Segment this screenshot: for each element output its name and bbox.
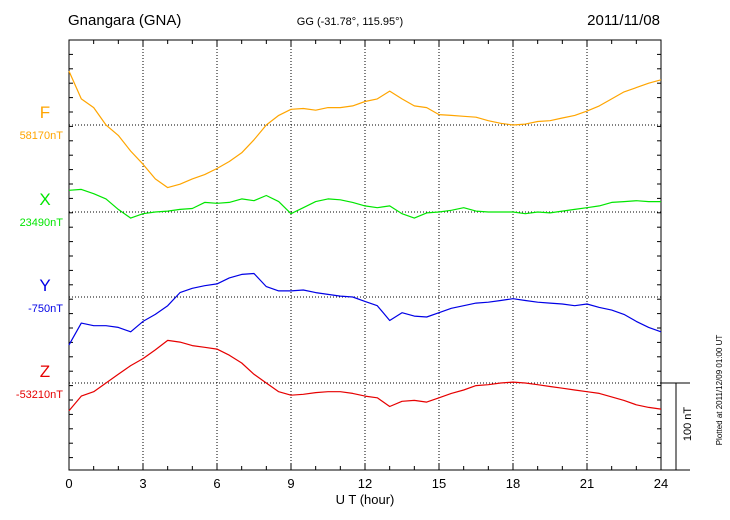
series-line-y <box>68 272 662 346</box>
series-name-z: Z <box>40 362 50 381</box>
plotted-timestamp: Plotted at 2011/12/09 01:00 UT <box>715 335 724 446</box>
series-lines <box>68 70 662 412</box>
station-title: Gnangara (GNA) <box>68 12 181 29</box>
x-tick-label: 21 <box>580 476 594 491</box>
x-tick-label: 9 <box>287 476 294 491</box>
plot-grid <box>69 40 661 470</box>
x-tick-label: 24 <box>654 476 668 491</box>
series-line-x <box>68 188 661 219</box>
x-axis-label: U T (hour) <box>336 492 395 507</box>
x-tick-label: 12 <box>358 476 372 491</box>
series-labels: F 58170nT X 23490nT Y -750nT Z -53210nT <box>16 103 63 401</box>
series-line-z <box>68 339 662 412</box>
series-baseline-y: -750nT <box>28 303 63 315</box>
series-baseline-f: 58170nT <box>20 130 64 142</box>
plot-frame <box>68 39 662 471</box>
x-tick-label: 0 <box>65 476 72 491</box>
series-line-f <box>68 70 662 189</box>
series-baseline-x: 23490nT <box>20 217 64 229</box>
series-baseline-z: -53210nT <box>16 389 63 401</box>
station-coordinates: GG (-31.78°, 115.95°) <box>297 16 403 28</box>
scale-bar-label: 100 nT <box>682 407 694 442</box>
x-tick-labels: 0 3 6 9 12 15 18 21 24 <box>65 476 668 491</box>
series-name-f: F <box>40 103 50 122</box>
axis-ticks <box>68 39 662 470</box>
x-tick-label: 3 <box>139 476 146 491</box>
series-name-x: X <box>39 190 50 209</box>
scale-bar: 100 nT <box>661 382 694 471</box>
x-tick-label: 18 <box>506 476 520 491</box>
x-tick-label: 6 <box>213 476 220 491</box>
series-name-y: Y <box>39 276 50 295</box>
plot-date: 2011/11/08 <box>587 12 660 29</box>
x-tick-label: 15 <box>432 476 446 491</box>
